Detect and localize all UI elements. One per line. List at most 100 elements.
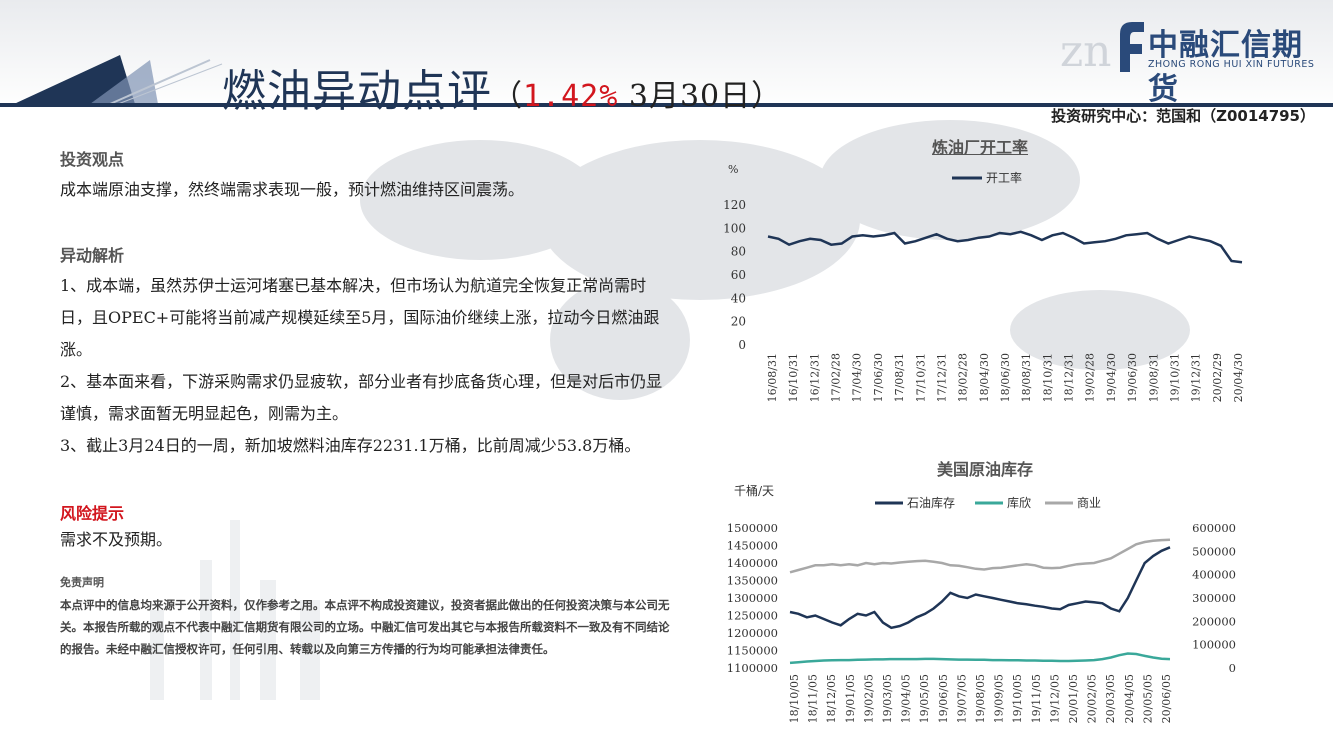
chart1-xtick-label: 19/02/28	[1084, 353, 1097, 402]
analysis-item-2: 2、基本面来看，下游采购需求仍显疲软，部分业者有抄底备货心理，但是对后市仍显谨慎…	[60, 372, 663, 423]
logo-chinese-name: 中融汇信期货	[1148, 28, 1303, 107]
chart1-xtick-label: 18/10/31	[1041, 353, 1054, 402]
title-paren-close: ）	[751, 79, 783, 114]
chart2-right-ytick-label: 500000	[1192, 544, 1236, 558]
series-line-商业	[789, 538, 1171, 574]
company-logo: zn	[1060, 22, 1144, 76]
chart2-xtick-label: 20/02/05	[1086, 674, 1099, 723]
chart1-xtick-label: 19/08/31	[1147, 353, 1160, 402]
chart2-xtick-label: 19/12/05	[1048, 674, 1061, 723]
chart1-xtick-label: 18/12/31	[1063, 353, 1076, 402]
title-date: 3月30日	[628, 79, 752, 114]
chart1-xtick-label: 20/04/30	[1232, 353, 1245, 402]
chart2-xtick-label: 20/06/05	[1160, 674, 1173, 723]
chart1-xtick-label: 18/04/30	[978, 353, 991, 402]
series-line-石油库存	[789, 546, 1171, 630]
chart2-xtick-label: 19/10/05	[1011, 674, 1024, 723]
chart2-right-ytick-label: 400000	[1192, 568, 1236, 582]
change-percent: 1.42%	[523, 79, 619, 114]
chart1-xtick-label: 17/06/30	[872, 353, 885, 402]
chart2-right-ytick-label: 100000	[1192, 638, 1236, 652]
disclaimer-heading: 免责声明	[60, 576, 104, 589]
chart2-xtick-label: 18/12/05	[825, 674, 838, 723]
chart1-xtick-label: 20/02/29	[1211, 353, 1224, 402]
chart1-ytick-label: 100	[723, 221, 746, 235]
chart2-xtick-label: 19/03/05	[881, 674, 894, 723]
chart2-xtick-label: 20/01/05	[1067, 674, 1080, 723]
title-main: 燃油异动点评	[222, 66, 492, 117]
legend-label-石油库存: 石油库存	[907, 495, 955, 510]
chart2-xtick-label: 18/11/05	[807, 674, 820, 723]
chart2-xtick-label: 19/06/05	[937, 674, 950, 723]
title-underline-bar	[0, 103, 1333, 107]
chart1-xtick-label: 18/02/28	[957, 353, 970, 402]
chart1-xtick-label: 17/04/30	[851, 353, 864, 402]
author-line: 投资研究中心：范国和（Z0014795）	[1051, 107, 1315, 125]
chart2-left-ytick-label: 1250000	[727, 609, 778, 623]
chart1-xtick-label: 18/08/31	[1020, 353, 1033, 402]
series-line-开工率	[767, 230, 1243, 264]
chart1-ytick-label: 0	[738, 338, 746, 352]
series-line-库欣	[789, 652, 1171, 665]
chart2-left-ytick-label: 1450000	[727, 539, 778, 553]
chart1-xtick-label: 16/08/31	[766, 353, 779, 402]
chart1-ytick-label: 20	[731, 315, 746, 329]
refinery-utilization-chart: % 开工率 0 20 40 60 80 100 120 16/08/31 16/10/31 16/12…	[723, 163, 1245, 402]
chart2-xtick-label: 20/03/05	[1104, 674, 1117, 723]
chart2-xtick-label: 19/04/05	[900, 674, 913, 723]
chart2-left-ytick-label: 1300000	[727, 591, 778, 605]
chart2-left-ytick-label: 1100000	[727, 661, 778, 675]
logo-f-glyph	[1120, 22, 1144, 72]
chart1-xtick-label: 19/12/31	[1190, 353, 1203, 402]
chart1-unit-label: %	[728, 163, 738, 176]
chart1-xtick-label: 17/12/31	[935, 353, 948, 402]
chart1-xtick-label: 19/10/31	[1168, 353, 1181, 402]
chart2-xtick-label: 19/08/05	[974, 674, 987, 723]
chart2-xtick-label: 20/04/05	[1123, 674, 1136, 723]
chart1-xtick-label: 17/02/28	[830, 353, 843, 402]
chart2-left-ytick-label: 1500000	[727, 521, 778, 535]
analysis-item-1: 1、成本端，虽然苏伊士运河堵塞已基本解决，但市场认为航道完全恢复正常尚需时日，且…	[60, 276, 660, 359]
chart2-xtick-label: 19/05/05	[918, 674, 931, 723]
chart1-ytick-label: 40	[731, 291, 746, 305]
chart2-left-ytick-label: 1200000	[727, 626, 778, 640]
chart1-title: 炼油厂开工率	[932, 138, 1029, 157]
chart1-xtick-label: 18/06/30	[999, 353, 1012, 402]
chart2-right-ytick-label: 0	[1229, 661, 1236, 675]
page-title: 燃油异动点评（1.42% 3月30日）	[222, 55, 782, 119]
chart2-xtick-label: 19/02/05	[862, 674, 875, 723]
chart1-xtick-label: 19/04/30	[1105, 353, 1118, 402]
chart2-xtick-label: 19/01/05	[844, 674, 857, 723]
section-analysis-heading: 异动解析	[60, 246, 125, 265]
legend-label-开工率: 开工率	[986, 170, 1022, 185]
section-view-text: 成本端原油支撑，然终端需求表现一般，预计燃油维持区间震荡。	[60, 180, 525, 199]
chart1-xtick-label: 17/10/31	[914, 353, 927, 402]
chart1-xtick-label: 16/12/31	[808, 353, 821, 402]
analysis-item-3: 3、截止3月24日的一周，新加坡燃料油库存2231.1万桶，比前周减少53.8万…	[60, 436, 641, 455]
title-date-sep	[618, 79, 629, 114]
chart2-unit-label: 千桶/天	[734, 483, 774, 498]
chart2-left-ytick-label: 1150000	[727, 644, 778, 658]
chart1-xtick-label: 16/10/31	[787, 353, 800, 402]
logo-english-name: ZHONG RONG HUI XIN FUTURES	[1148, 59, 1315, 70]
chart1-ytick-label: 80	[731, 245, 746, 259]
chart2-left-ytick-label: 1400000	[727, 556, 778, 570]
chart2-title: 美国原油库存	[937, 460, 1034, 479]
chart2-right-ytick-label: 200000	[1192, 614, 1236, 628]
chart1-xtick-label: 19/06/30	[1126, 353, 1139, 402]
chart2-xtick-label: 19/07/05	[955, 674, 968, 723]
section-risk-text: 需求不及预期。	[60, 530, 173, 549]
chart2-xtick-label: 20/05/05	[1141, 674, 1154, 723]
chart1-ytick-label: 120	[723, 198, 746, 212]
chart2-right-ytick-label: 600000	[1192, 521, 1236, 535]
section-risk-heading: 风险提示	[60, 504, 125, 523]
title-paren-open: （	[492, 79, 523, 114]
logo-mark-text: zn	[1060, 26, 1112, 76]
disclaimer-text: 本点评中的信息均来源于公开资料，仅作参考之用。本点评不构成投资建议，投资者据此做…	[60, 598, 670, 656]
chart2-xtick-label: 19/11/05	[1030, 674, 1043, 723]
chart2-xtick-label: 19/09/05	[993, 674, 1006, 723]
chart2-right-ytick-label: 300000	[1192, 591, 1236, 605]
section-view-heading: 投资观点	[60, 150, 125, 169]
legend-label-库欣: 库欣	[1007, 495, 1031, 510]
